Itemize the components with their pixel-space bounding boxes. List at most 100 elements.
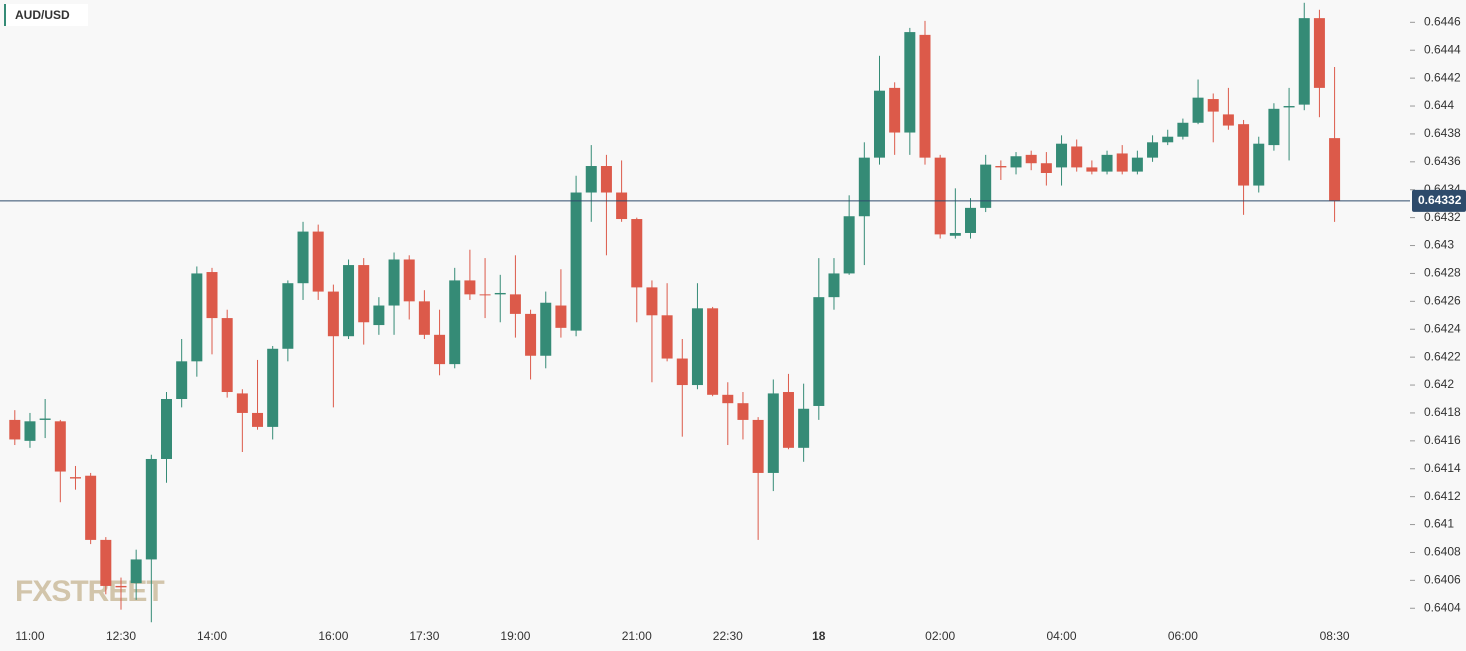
last-price-box bbox=[1412, 189, 1466, 212]
candle-body bbox=[221, 318, 233, 393]
y-tick-label: 0.6444 bbox=[1424, 42, 1461, 56]
candle-body bbox=[813, 297, 825, 406]
y-tick-label: 0.6404 bbox=[1424, 600, 1461, 614]
candle-body bbox=[358, 265, 370, 323]
y-tick-label: 0.6418 bbox=[1424, 405, 1461, 419]
candle-body bbox=[1253, 143, 1265, 186]
candle-body bbox=[767, 393, 779, 473]
candle-body bbox=[464, 280, 476, 295]
candle-body bbox=[722, 394, 734, 404]
x-tick-label: 14:00 bbox=[197, 629, 227, 643]
candle-body bbox=[1131, 157, 1143, 172]
candle-body bbox=[525, 313, 537, 356]
y-tick-label: 0.6438 bbox=[1424, 126, 1461, 140]
candle-body bbox=[24, 421, 36, 441]
candle-body bbox=[388, 259, 400, 306]
y-tick-label: 0.6442 bbox=[1424, 70, 1461, 84]
candle-body bbox=[130, 559, 142, 584]
candle-body bbox=[737, 403, 749, 420]
y-tick-label: 0.6408 bbox=[1424, 545, 1461, 559]
candle-body bbox=[707, 308, 719, 395]
candle-body bbox=[540, 302, 552, 356]
x-tick-label: 02:00 bbox=[925, 629, 955, 643]
x-tick-label: 19:00 bbox=[500, 629, 530, 643]
x-tick-label: 21:00 bbox=[622, 629, 652, 643]
candle-body bbox=[661, 315, 673, 359]
candle-body bbox=[1056, 143, 1068, 168]
y-tick-label: 0.6412 bbox=[1424, 489, 1461, 503]
symbol-box bbox=[4, 4, 88, 26]
y-tick-label: 0.6428 bbox=[1424, 266, 1461, 280]
candle-body bbox=[9, 419, 21, 440]
candle-body bbox=[1298, 18, 1310, 105]
candle-body bbox=[1313, 18, 1325, 88]
candle-body bbox=[434, 334, 446, 365]
candle-body bbox=[1238, 124, 1250, 186]
candle-body bbox=[479, 294, 491, 296]
candle-body bbox=[995, 166, 1007, 168]
candle-body bbox=[1162, 136, 1174, 143]
x-tick-label: 04:00 bbox=[1047, 629, 1077, 643]
candle-body bbox=[297, 231, 309, 284]
y-tick-label: 0.6426 bbox=[1424, 294, 1461, 308]
y-tick-label: 0.643 bbox=[1424, 238, 1454, 252]
symbol-label: AUD/USD bbox=[15, 8, 70, 22]
candle-body bbox=[1086, 167, 1098, 172]
x-tick-label: 22:30 bbox=[713, 629, 743, 643]
y-tick-label: 0.6416 bbox=[1424, 433, 1461, 447]
y-tick-label: 0.6406 bbox=[1424, 573, 1461, 587]
y-tick-label: 0.6432 bbox=[1424, 210, 1461, 224]
candle-body bbox=[1101, 154, 1113, 172]
candle-body bbox=[858, 157, 870, 217]
candle-body bbox=[1025, 154, 1037, 164]
y-tick-label: 0.6422 bbox=[1424, 349, 1461, 363]
candle-body bbox=[449, 280, 461, 365]
y-tick-label: 0.642 bbox=[1424, 377, 1454, 391]
candle-body bbox=[600, 166, 612, 193]
candle-body bbox=[691, 308, 703, 386]
candle-body bbox=[418, 301, 430, 335]
candle-body bbox=[373, 305, 385, 326]
candle-body bbox=[843, 216, 855, 274]
candle-body bbox=[327, 291, 339, 337]
candle-body bbox=[828, 273, 840, 298]
candle-body bbox=[585, 166, 597, 193]
x-tick-label: 17:30 bbox=[409, 629, 439, 643]
candle-body bbox=[1177, 122, 1189, 137]
y-tick-label: 0.6414 bbox=[1424, 461, 1461, 475]
y-tick-label: 0.641 bbox=[1424, 517, 1454, 531]
candle-body bbox=[873, 90, 885, 158]
candle-body bbox=[145, 458, 157, 560]
candle-body bbox=[889, 87, 901, 133]
candle-body bbox=[1040, 163, 1052, 173]
candle-body bbox=[39, 418, 51, 420]
candle-body bbox=[115, 585, 127, 588]
last-price-label: 0.64332 bbox=[1418, 193, 1462, 207]
candle-body bbox=[934, 157, 946, 235]
candle-body bbox=[676, 358, 688, 386]
x-tick-label: 12:30 bbox=[106, 629, 136, 643]
candle-body bbox=[403, 259, 415, 302]
candle-body bbox=[904, 32, 916, 133]
candle-body bbox=[1222, 114, 1234, 126]
candle-body bbox=[1071, 146, 1083, 168]
candle-body bbox=[206, 272, 218, 319]
candle-body bbox=[236, 393, 248, 413]
candle-body bbox=[312, 231, 324, 292]
y-tick-label: 0.6446 bbox=[1424, 14, 1461, 28]
candle-body bbox=[616, 192, 628, 220]
candle-body bbox=[1283, 106, 1295, 108]
candle-body bbox=[267, 348, 279, 427]
candle-body bbox=[646, 287, 658, 316]
candle-body bbox=[752, 419, 764, 473]
candle-body bbox=[176, 361, 188, 399]
candle-body bbox=[965, 207, 977, 233]
x-tick-label: 06:00 bbox=[1168, 629, 1198, 643]
candle-body bbox=[919, 34, 931, 158]
y-tick-label: 0.6436 bbox=[1424, 154, 1461, 168]
candle-body bbox=[509, 294, 521, 314]
candle-body bbox=[782, 392, 794, 448]
